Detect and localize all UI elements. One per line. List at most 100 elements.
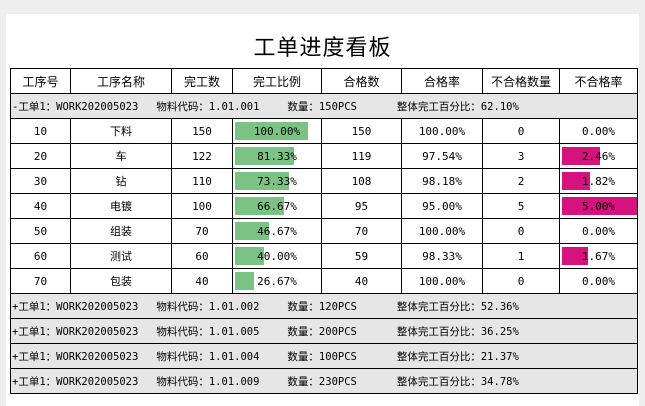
group-row-collapsed[interactable]: +工单1：WORK202005023 物料代码：1.01.002 数量：120PCS… [10, 293, 638, 319]
table-row: 60 测试 60 40.00% 59 98.33% 1 1.67% [10, 243, 638, 269]
group-row-collapsed[interactable]: +工单1：WORK202005023 物料代码：1.01.004 数量：100PCS… [10, 343, 638, 369]
done-ratio-bar [235, 147, 295, 165]
group-summary[interactable]: +工单1：WORK202005023 物料代码：1.01.005 数量：200PCS… [10, 318, 638, 344]
done-ratio-cell: 81.33% [232, 143, 322, 169]
done-ratio-bar [235, 122, 308, 140]
expand-toggle[interactable]: + [12, 325, 19, 338]
done-ratio-cell: 40.00% [232, 243, 322, 269]
step-no-cell: 10 [10, 118, 71, 144]
step-no-cell: 50 [10, 218, 71, 244]
step-no-cell: 20 [10, 143, 71, 169]
group-overall-percent: 整体完工百分比：21.37% [396, 350, 519, 363]
board-title: 工单进度看板 [253, 36, 392, 61]
pass-qty-cell: 119 [321, 143, 402, 169]
pass-qty-cell: 70 [321, 218, 402, 244]
done-ratio-cell: 26.67% [232, 268, 322, 294]
fail-qty-cell: 0 [482, 268, 560, 294]
group-row-collapsed[interactable]: +工单1：WORK202005023 物料代码：1.01.009 数量：230PCS… [10, 368, 638, 394]
done-qty-cell: 110 [171, 168, 233, 194]
step-name-cell: 钻 [70, 168, 172, 194]
work-order-table: 工序号 工序名称 完工数 完工比例 合格数 合格率 不合格数量 不合格率 -工单… [10, 68, 638, 394]
fail-rate-value: 0.00% [581, 274, 616, 288]
done-ratio-cell: 73.33% [232, 168, 322, 194]
pass-rate-cell: 95.00% [401, 193, 483, 219]
pass-rate-cell: 98.18% [401, 168, 483, 194]
fail-qty-cell: 3 [482, 143, 560, 169]
done-qty-cell: 40 [171, 268, 233, 294]
fail-qty-cell: 5 [482, 193, 560, 219]
done-ratio-value: 73.33% [257, 174, 297, 188]
col-header-fail-qty[interactable]: 不合格数量 [482, 68, 560, 94]
expand-toggle[interactable]: + [12, 300, 19, 313]
group-overall-percent: 整体完工百分比：52.36% [396, 300, 519, 313]
pass-qty-cell: 40 [321, 268, 402, 294]
pass-qty-cell: 59 [321, 243, 402, 269]
col-header-done-qty[interactable]: 完工数 [171, 68, 233, 94]
done-ratio-cell: 100.00% [232, 118, 322, 144]
header-row: 工序号 工序名称 完工数 完工比例 合格数 合格率 不合格数量 不合格率 [10, 68, 638, 94]
group-material-code: 物料代码：1.01.001 [156, 100, 260, 113]
group-row-collapsed[interactable]: +工单1：WORK202005023 物料代码：1.01.005 数量：200PCS… [10, 318, 638, 344]
fail-rate-bar [562, 147, 600, 165]
fail-rate-value: 1.82% [581, 174, 616, 188]
done-ratio-value: 40.00% [257, 249, 297, 263]
group-summary[interactable]: +工单1：WORK202005023 物料代码：1.01.002 数量：120PCS… [10, 293, 638, 319]
done-ratio-value: 81.33% [257, 149, 297, 163]
group-order-no: 工单1：WORK202005023 [18, 100, 139, 113]
done-ratio-bar [235, 247, 265, 265]
done-ratio-cell: 46.67% [232, 218, 322, 244]
pass-qty-cell: 150 [321, 118, 402, 144]
col-header-done-ratio[interactable]: 完工比例 [232, 68, 322, 94]
col-header-step-no[interactable]: 工序号 [10, 68, 71, 94]
col-header-step-name[interactable]: 工序名称 [70, 68, 172, 94]
pass-rate-cell: 100.00% [401, 268, 483, 294]
group-order-no: 工单1：WORK202005023 [18, 375, 139, 388]
fail-qty-cell: 2 [482, 168, 560, 194]
group-quantity: 数量：120PCS [287, 300, 357, 313]
fail-rate-cell: 1.82% [559, 168, 638, 194]
done-ratio-value: 66.67% [257, 199, 297, 213]
done-ratio-value: 100.00% [253, 124, 301, 138]
fail-rate-value: 0.00% [581, 124, 616, 138]
col-header-fail-rate[interactable]: 不合格率 [559, 68, 638, 94]
fail-rate-value: 0.00% [581, 224, 616, 238]
group-row-expanded[interactable]: -工单1：WORK202005023 物料代码：1.01.001 数量：150PCS… [10, 93, 638, 119]
step-no-cell: 70 [10, 268, 71, 294]
group-quantity: 数量：100PCS [287, 350, 357, 363]
table-row: 70 包装 40 26.67% 40 100.00% 0 0.00% [10, 268, 638, 294]
done-ratio-bar [235, 197, 284, 215]
fail-rate-value: 5.00% [581, 199, 616, 213]
group-order-no: 工单1：WORK202005023 [18, 325, 139, 338]
done-qty-cell: 60 [171, 243, 233, 269]
step-no-cell: 30 [10, 168, 71, 194]
step-name-cell: 电镀 [70, 193, 172, 219]
pass-rate-cell: 100.00% [401, 118, 483, 144]
step-name-cell: 下料 [70, 118, 172, 144]
col-header-pass-rate[interactable]: 合格率 [401, 68, 483, 94]
group-summary[interactable]: +工单1：WORK202005023 物料代码：1.01.009 数量：230PCS… [10, 368, 638, 394]
expand-toggle[interactable]: + [12, 350, 19, 363]
done-qty-cell: 70 [171, 218, 233, 244]
fail-qty-cell: 0 [482, 218, 560, 244]
expand-toggle[interactable]: + [12, 375, 19, 388]
group-material-code: 物料代码：1.01.005 [156, 325, 260, 338]
group-summary[interactable]: +工单1：WORK202005023 物料代码：1.01.004 数量：100PCS… [10, 343, 638, 369]
group-summary[interactable]: -工单1：WORK202005023 物料代码：1.01.001 数量：150PCS… [10, 93, 638, 119]
fail-rate-cell: 0.00% [559, 218, 638, 244]
table-row: 20 车 122 81.33% 119 97.54% 3 2.46% [10, 143, 638, 169]
group-material-code: 物料代码：1.01.002 [156, 300, 260, 313]
table-row: 40 电镀 100 66.67% 95 95.00% 5 5.00% [10, 193, 638, 219]
table-row: 30 钻 110 73.33% 108 98.18% 2 1.82% [10, 168, 638, 194]
fail-rate-cell: 5.00% [559, 193, 638, 219]
pass-rate-cell: 98.33% [401, 243, 483, 269]
group-quantity: 数量：230PCS [287, 375, 357, 388]
col-header-pass-qty[interactable]: 合格数 [321, 68, 402, 94]
fail-rate-cell: 0.00% [559, 118, 638, 144]
fail-rate-bar [562, 172, 591, 190]
expand-toggle[interactable]: - [12, 100, 19, 113]
step-name-cell: 包装 [70, 268, 172, 294]
fail-qty-cell: 0 [482, 118, 560, 144]
done-ratio-bar [235, 272, 255, 290]
done-qty-cell: 122 [171, 143, 233, 169]
table-row: 50 组装 70 46.67% 70 100.00% 0 0.00% [10, 218, 638, 244]
